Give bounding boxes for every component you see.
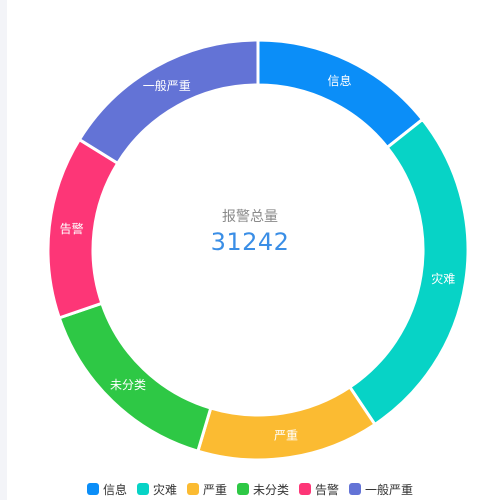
legend-item-4[interactable]: 告警	[299, 481, 339, 498]
legend-swatch-1	[136, 483, 149, 495]
slice-label-2: 严重	[274, 428, 298, 442]
legend-swatch-0	[86, 483, 99, 495]
legend-label-3: 未分类	[253, 482, 290, 497]
legend-swatch-4	[299, 483, 312, 495]
legend-label-5: 一般严重	[365, 482, 414, 497]
slice-label-4: 告警	[60, 221, 84, 236]
legend-swatch-3	[237, 483, 249, 495]
legend-item-0[interactable]: 信息	[86, 481, 127, 498]
donut-slice-2[interactable]	[196, 385, 377, 462]
legend-label-1: 灾难	[152, 482, 177, 497]
left-strip	[0, 0, 7, 500]
legend-label-0: 信息	[102, 482, 127, 497]
center-title: 报警总量	[222, 209, 278, 225]
donut-slice-5[interactable]	[77, 38, 260, 165]
legend-item-2[interactable]: 严重	[186, 481, 227, 498]
slice-label-0: 信息	[328, 73, 352, 88]
donut-slice-0[interactable]	[256, 38, 424, 149]
legend-item-5[interactable]: 一般严重	[349, 481, 413, 498]
legend-label-2: 严重	[202, 482, 227, 497]
slice-label-1: 灾难	[431, 271, 455, 286]
legend-item-3[interactable]: 未分类	[237, 481, 289, 498]
legend-swatch-2	[186, 483, 199, 495]
slice-label-5: 一般严重	[143, 78, 191, 93]
legend-swatch-5	[349, 483, 362, 495]
slice-label-3: 未分类	[110, 378, 146, 392]
chart-legend: 信息 灾难 严重 未分类 告警 一般严重	[0, 479, 500, 499]
center-total-value: 31242	[210, 228, 290, 256]
legend-item-1[interactable]: 灾难	[136, 481, 177, 498]
legend-label-4: 告警	[315, 482, 340, 497]
